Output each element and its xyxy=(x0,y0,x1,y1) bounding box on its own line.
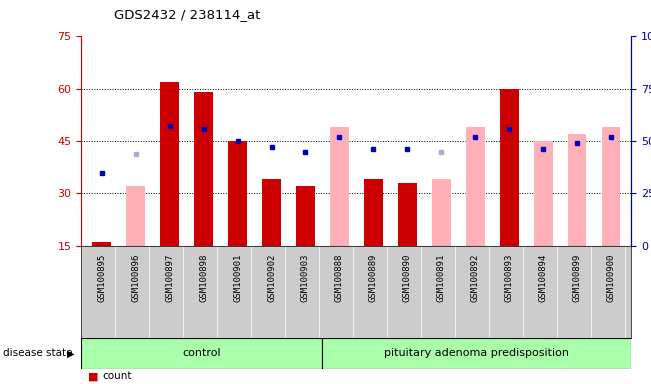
Text: GSM100898: GSM100898 xyxy=(199,253,208,301)
Text: GSM100891: GSM100891 xyxy=(437,253,446,301)
Text: GSM100903: GSM100903 xyxy=(301,253,310,301)
Text: GSM100893: GSM100893 xyxy=(505,253,514,301)
Bar xyxy=(160,82,179,246)
Bar xyxy=(322,338,631,369)
Text: pituitary adenoma predisposition: pituitary adenoma predisposition xyxy=(384,348,569,358)
Text: count: count xyxy=(102,371,132,381)
Text: GSM100901: GSM100901 xyxy=(233,253,242,301)
Text: ▶: ▶ xyxy=(67,348,75,358)
Bar xyxy=(126,187,145,246)
Bar xyxy=(262,179,281,246)
Text: GSM100889: GSM100889 xyxy=(369,253,378,301)
Bar xyxy=(534,141,553,246)
Text: ■: ■ xyxy=(88,371,98,381)
Bar xyxy=(432,179,450,246)
Bar xyxy=(398,183,417,246)
Bar xyxy=(602,127,620,246)
Bar xyxy=(296,187,315,246)
Text: GSM100888: GSM100888 xyxy=(335,253,344,301)
Bar xyxy=(330,127,349,246)
Text: GSM100899: GSM100899 xyxy=(573,253,581,301)
Text: GSM100896: GSM100896 xyxy=(132,253,140,301)
Text: GDS2432 / 238114_at: GDS2432 / 238114_at xyxy=(114,8,260,21)
Bar xyxy=(81,338,322,369)
Text: GSM100897: GSM100897 xyxy=(165,253,174,301)
Text: disease state: disease state xyxy=(3,348,73,358)
Text: GSM100902: GSM100902 xyxy=(267,253,276,301)
Bar xyxy=(500,89,519,246)
Bar xyxy=(194,92,213,246)
Text: control: control xyxy=(182,348,221,358)
Text: GSM100890: GSM100890 xyxy=(403,253,412,301)
Bar xyxy=(229,141,247,246)
Text: GSM100895: GSM100895 xyxy=(97,253,106,301)
Bar xyxy=(466,127,484,246)
Text: GSM100894: GSM100894 xyxy=(538,253,547,301)
Bar xyxy=(568,134,587,246)
Bar xyxy=(364,179,383,246)
Bar xyxy=(92,242,111,246)
Text: GSM100892: GSM100892 xyxy=(471,253,480,301)
Text: GSM100900: GSM100900 xyxy=(607,253,616,301)
